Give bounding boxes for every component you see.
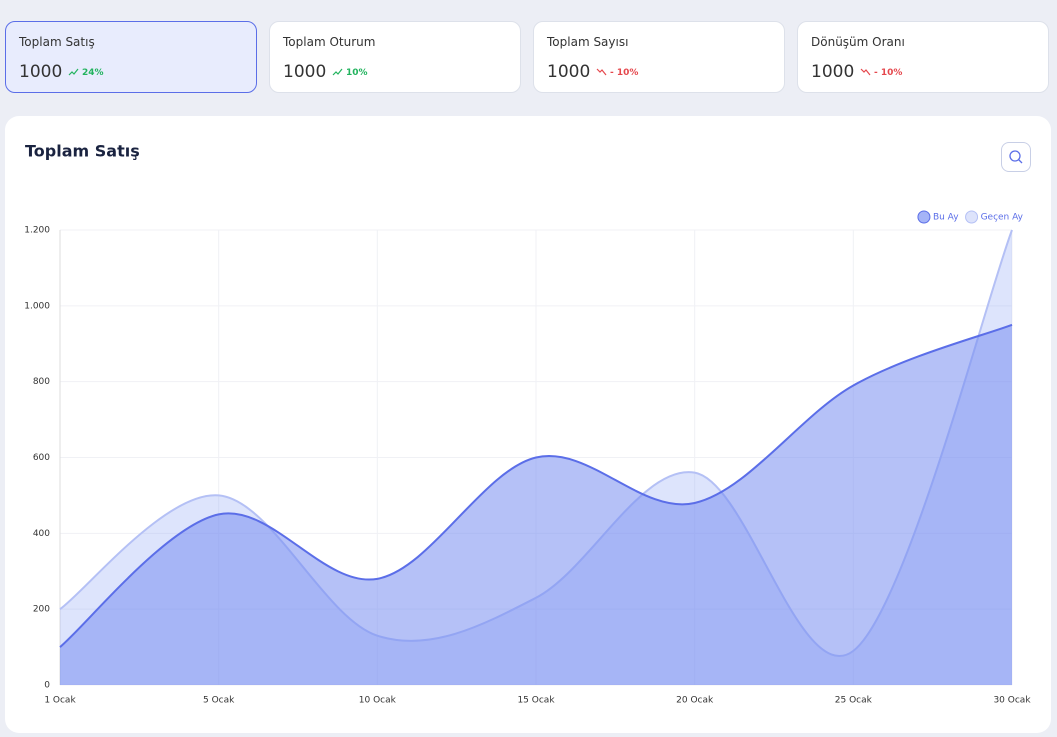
x-tick-label: 15 Ocak: [517, 696, 555, 706]
chart-panel: Toplam Satış 0 200 400 600 800 1.000 1.200 1 Oc…: [5, 116, 1051, 733]
stat-card[interactable]: Dönüşüm Oranı 1000 - 10%: [797, 21, 1049, 93]
legend-label: Bu Ay: [933, 213, 959, 223]
chart: Toplam Satış 0 200 400 600 800 1.000 1.200 1 Oc…: [24, 142, 1031, 706]
y-tick-label: 600: [33, 453, 50, 463]
legend-label: Geçen Ay: [981, 213, 1024, 223]
card-change: - 10%: [874, 68, 903, 78]
legend-swatch: [917, 210, 931, 224]
card-value: 1000: [547, 62, 591, 82]
x-tick-label: 5 Ocak: [203, 696, 235, 706]
card-title: Toplam Satış: [19, 35, 95, 49]
card-change: - 10%: [610, 68, 639, 78]
search-button[interactable]: [1001, 142, 1031, 172]
card-title: Toplam Sayısı: [547, 35, 629, 49]
card-title: Dönüşüm Oranı: [811, 35, 905, 49]
stat-card[interactable]: Toplam Oturum 1000 10%: [269, 21, 521, 93]
chart-title: Toplam Satış: [25, 142, 140, 161]
card-value: 1000: [19, 62, 63, 82]
y-tick-label: 400: [33, 529, 50, 539]
stat-card[interactable]: Toplam Sayısı 1000 - 10%: [533, 21, 785, 93]
search-icon: [1009, 150, 1023, 164]
trend-icon: [860, 68, 871, 76]
x-tick-label: 1 Ocak: [44, 696, 76, 706]
x-tick-label: 25 Ocak: [835, 696, 873, 706]
x-tick-label: 10 Ocak: [359, 696, 397, 706]
card-value: 1000: [811, 62, 855, 82]
legend-swatch: [965, 210, 979, 224]
y-tick-label: 800: [33, 377, 50, 387]
trend-icon: [332, 68, 343, 76]
card-value: 1000: [283, 62, 327, 82]
y-tick-label: 1.200: [24, 226, 50, 236]
card-change: 10%: [346, 68, 368, 78]
stat-card[interactable]: Toplam Satış 1000 24%: [5, 21, 257, 93]
trend-icon: [596, 68, 607, 76]
line: [59, 323, 1013, 648]
area: [60, 324, 1012, 685]
trend-icon: [68, 68, 79, 76]
y-tick-label: 1.000: [24, 301, 50, 311]
y-tick-label: 200: [33, 605, 50, 615]
y-tick-label: 0: [44, 681, 50, 691]
card-title: Toplam Oturum: [283, 35, 376, 49]
x-tick-label: 30 Ocak: [993, 696, 1031, 706]
x-tick-label: 20 Ocak: [676, 696, 714, 706]
card-change: 24%: [82, 68, 104, 78]
